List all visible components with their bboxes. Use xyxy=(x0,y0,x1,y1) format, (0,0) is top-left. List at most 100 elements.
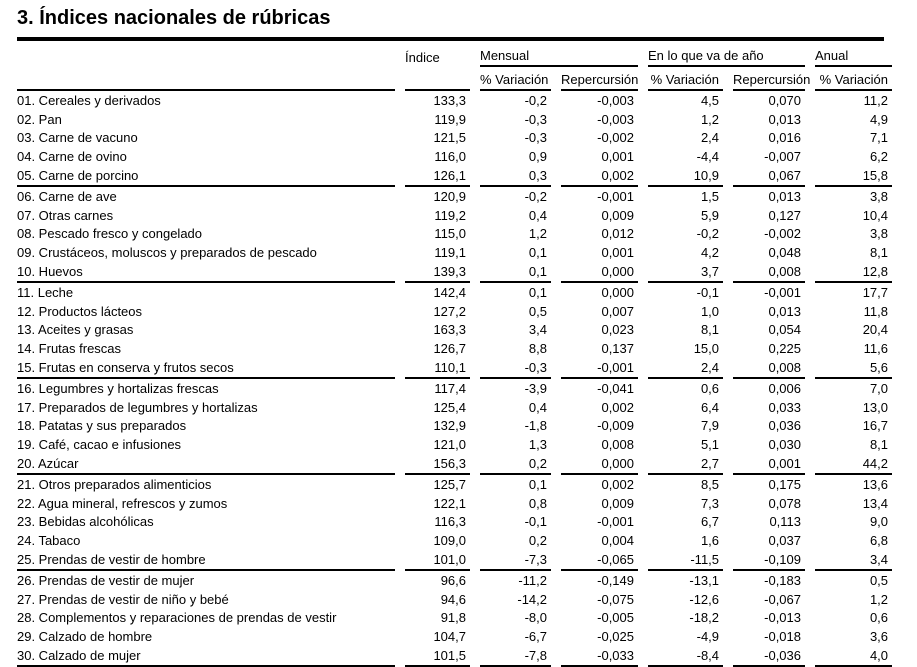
table-row: 04. Carne de ovino 116,0 0,9 0,001 -4,4 -0,00… xyxy=(17,147,892,166)
cell-mensual-repercusion: 0,004 xyxy=(601,533,635,549)
cell-anual-variacion: 5,6 xyxy=(815,358,893,379)
cell-ytd-variacion: 5,9 xyxy=(700,207,720,223)
page-title: 3. Índices nacionales de rúbricas xyxy=(17,7,331,29)
cell-mensual-variacion: -1,8 xyxy=(524,418,547,434)
cell-ytd-repercusion: 0,008 xyxy=(733,262,806,283)
cell-ytd-repercusion: 0,008 xyxy=(733,358,806,379)
cell-mensual-variacion: 0,1 xyxy=(528,245,547,261)
row-label: 11. Leche xyxy=(17,284,74,300)
row-label: 25. Prendas de vestir de hombre xyxy=(17,550,395,571)
cell-ytd-variacion: 15,0 xyxy=(693,341,720,357)
cell-ytd-variacion: -11,5 xyxy=(648,550,724,571)
table-row: 09. Crustáceos, moluscos y preparados de… xyxy=(17,243,892,262)
cell-mensual-repercusion: -0,025 xyxy=(597,629,635,645)
table-row: 02. Pan 119,9 -0,3 -0,003 1,2 0,013 4,9 xyxy=(17,110,892,129)
table-row: 28. Complementos y reparaciones de prend… xyxy=(17,609,892,628)
cell-ytd-variacion: 6,7 xyxy=(700,514,720,530)
cell-indice: 125,7 xyxy=(433,476,466,492)
column-header-anual-variacion: % Variación xyxy=(815,67,893,91)
cell-mensual-repercusion: 0,001 xyxy=(601,149,635,165)
cell-mensual-repercusion: 0,002 xyxy=(601,399,635,415)
cell-ytd-repercusion: 0,054 xyxy=(768,322,802,338)
row-label: 22. Agua mineral, refrescos y zumos xyxy=(17,495,228,511)
cell-anual-variacion: 11,6 xyxy=(863,341,889,357)
cell-ytd-variacion: 4,2 xyxy=(700,245,720,261)
cell-ytd-repercusion: -0,013 xyxy=(764,610,802,626)
row-label: 06. Carne de ave xyxy=(17,188,117,204)
cell-indice: 101,0 xyxy=(405,550,470,571)
cell-mensual-variacion: -8,0 xyxy=(524,610,547,626)
row-label: 05. Carne de porcino xyxy=(17,166,395,187)
table-row: 17. Preparados de legumbres y hortalizas… xyxy=(17,398,892,417)
table-row: 05. Carne de porcino 126,1 0,3 0,002 10,9 0,0… xyxy=(17,166,893,187)
cell-ytd-variacion: 1,5 xyxy=(700,188,720,204)
cell-anual-variacion: 13,6 xyxy=(862,476,889,492)
row-label: 15. Frutas en conserva y frutos secos xyxy=(17,358,395,379)
table-row: 12. Productos lácteos 127,2 0,5 0,007 1,0 0,0… xyxy=(17,302,892,321)
cell-mensual-variacion: 3,4 xyxy=(528,322,547,338)
table-row: 18. Patatas y sus preparados 132,9 -1,8 -0,… xyxy=(17,417,892,436)
cell-ytd-variacion: 3,7 xyxy=(648,262,724,283)
table-row: 21. Otros preparados alimenticios 125,7 0,… xyxy=(17,475,892,494)
table-row: 03. Carne de vacuno 121,5 -0,3 -0,002 2,4 0,0… xyxy=(17,129,892,148)
column-header-ytd-repercusion: Repercursión xyxy=(733,67,810,91)
row-label: 16. Legumbres y hortalizas frescas xyxy=(17,380,219,396)
column-header-mensual-repercusion: Repercursión xyxy=(561,67,638,91)
cell-ytd-variacion: 2,7 xyxy=(648,454,724,475)
cell-indice: 115,0 xyxy=(434,226,466,242)
cell-ytd-repercusion: 0,127 xyxy=(768,207,802,223)
row-label: 07. Otras carnes xyxy=(17,207,114,223)
cell-ytd-repercusion: 0,006 xyxy=(768,380,802,396)
cell-mensual-repercusion: 0,012 xyxy=(601,226,635,242)
cell-ytd-variacion: -0,2 xyxy=(696,226,720,242)
cell-anual-variacion: 0,5 xyxy=(869,572,889,588)
table-row: 14. Frutas frescas 126,7 8,8 0,137 15,0 0,225… xyxy=(17,339,892,358)
cell-indice: 110,1 xyxy=(405,358,470,379)
cell-mensual-repercusion: 0,000 xyxy=(561,454,639,475)
row-label: 14. Frutas frescas xyxy=(17,341,122,357)
header-spacer-indice xyxy=(405,67,470,91)
cell-mensual-repercusion: -0,003 xyxy=(597,92,635,108)
cell-indice: 119,1 xyxy=(434,245,466,261)
table-row: 15. Frutas en conserva y frutos secos 110… xyxy=(17,358,893,379)
cell-ytd-repercusion: -0,109 xyxy=(733,550,806,571)
row-label: 19. Café, cacao e infusiones xyxy=(17,437,182,453)
cell-mensual-variacion: -3,9 xyxy=(524,380,547,396)
row-label: 23. Bebidas alcohólicas xyxy=(17,514,154,530)
cell-ytd-variacion: 5,1 xyxy=(700,437,720,453)
cell-ytd-repercusion: 0,030 xyxy=(768,437,802,453)
header-spacer xyxy=(17,41,395,67)
row-label: 21. Otros preparados alimenticios xyxy=(17,476,212,492)
table-header-subcolumns: % Variación Repercursión % Variación Rep… xyxy=(17,67,893,91)
cell-ytd-variacion: 4,5 xyxy=(700,92,720,108)
cell-anual-variacion: 3,6 xyxy=(869,629,889,645)
cell-mensual-variacion: 0,9 xyxy=(528,149,547,165)
cell-mensual-variacion: -11,2 xyxy=(518,572,547,588)
cell-mensual-variacion: 8,8 xyxy=(528,341,547,357)
cell-anual-variacion: 4,9 xyxy=(869,111,889,127)
cell-indice: 163,3 xyxy=(433,322,466,338)
row-label: 13. Aceites y grasas xyxy=(17,322,134,338)
cell-anual-variacion: 44,2 xyxy=(815,454,893,475)
cell-indice: 119,2 xyxy=(434,207,466,223)
cell-ytd-variacion: -12,6 xyxy=(689,591,720,607)
cell-mensual-repercusion: 0,023 xyxy=(601,322,635,338)
cell-mensual-repercusion: 0,002 xyxy=(561,166,639,187)
cell-anual-variacion: 6,8 xyxy=(869,533,889,549)
row-label: 26. Prendas de vestir de mujer xyxy=(17,572,195,588)
cell-ytd-variacion: 2,4 xyxy=(700,130,720,146)
cell-indice: 96,6 xyxy=(440,572,466,588)
cell-mensual-variacion: 0,1 xyxy=(528,284,547,300)
cell-anual-variacion: 7,1 xyxy=(869,130,889,146)
row-label: 18. Patatas y sus preparados xyxy=(17,418,187,434)
cell-mensual-variacion: 0,1 xyxy=(480,262,551,283)
cell-mensual-variacion: -14,2 xyxy=(517,591,547,607)
cell-anual-variacion: 20,4 xyxy=(862,322,889,338)
cell-mensual-repercusion: 0,002 xyxy=(601,476,635,492)
column-header-ytd-variacion: % Variación xyxy=(648,67,724,91)
cell-ytd-repercusion: -0,001 xyxy=(764,284,802,300)
row-label: 10. Huevos xyxy=(17,262,395,283)
cell-indice: 156,3 xyxy=(405,454,470,475)
cell-anual-variacion: 7,0 xyxy=(869,380,889,396)
